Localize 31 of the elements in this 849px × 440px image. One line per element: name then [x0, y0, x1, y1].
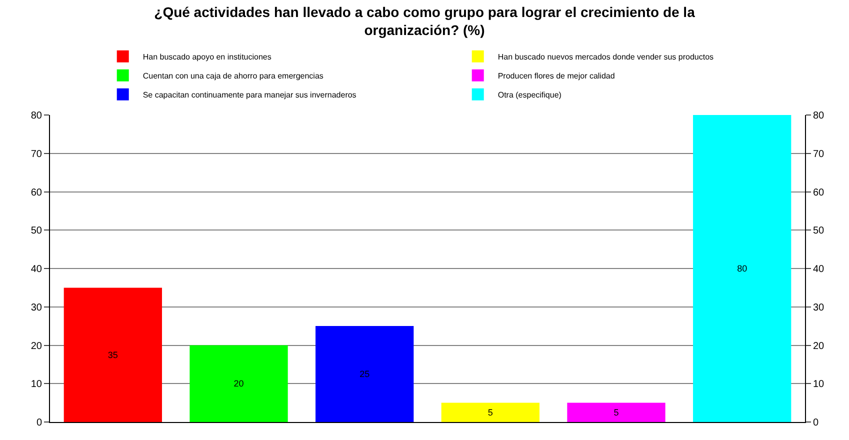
data-label: 35 — [108, 350, 118, 360]
y2-tick-label: 20 — [813, 340, 825, 352]
legend-label: Han buscado nuevos mercados donde vender sus productos — [498, 52, 714, 62]
legend-label: Han buscado apoyo en instituciones — [142, 52, 272, 62]
chart-title: ¿Qué actividades han llevado a cabo como grupo para lograr el crecimiento de la organización? (%) — [154, 4, 696, 38]
legend-label: Producen flores de mejor calidad — [498, 71, 615, 80]
data-label: 25 — [360, 369, 370, 380]
y-tick-label: 10 — [30, 379, 42, 390]
y-tick-label: 0 — [36, 418, 42, 428]
legend-label: Otra (especifique) — [498, 90, 562, 100]
legend-label: Cuentan con una caja de ahorro para emergencias — [142, 71, 324, 80]
y2-tick-label: 70 — [813, 148, 825, 160]
legend-label: Se capacitan continuamente para manejar sus invernaderos — [142, 90, 356, 100]
data-label: 80 — [737, 264, 748, 274]
y-tick-label: 50 — [30, 226, 42, 237]
y2-tick-label: 50 — [813, 226, 825, 237]
y-tick-label: 20 — [30, 340, 42, 352]
data-label: 5 — [614, 407, 619, 418]
y2-tick-label: 0 — [813, 418, 819, 428]
data-label: 20 — [234, 378, 244, 389]
y-tick-label: 40 — [30, 264, 42, 275]
y2-tick-label: 80 — [813, 110, 825, 122]
y-tick-label: 70 — [30, 148, 42, 160]
y-tick-label: 30 — [30, 302, 42, 314]
y2-tick-label: 30 — [813, 302, 825, 314]
y-tick-label: 60 — [30, 187, 42, 198]
y2-tick-label: 40 — [813, 264, 825, 275]
data-label: 5 — [488, 407, 493, 418]
y-tick-label: 80 — [30, 110, 42, 122]
y2-tick-label: 10 — [813, 379, 825, 390]
y2-tick-label: 60 — [813, 187, 825, 198]
